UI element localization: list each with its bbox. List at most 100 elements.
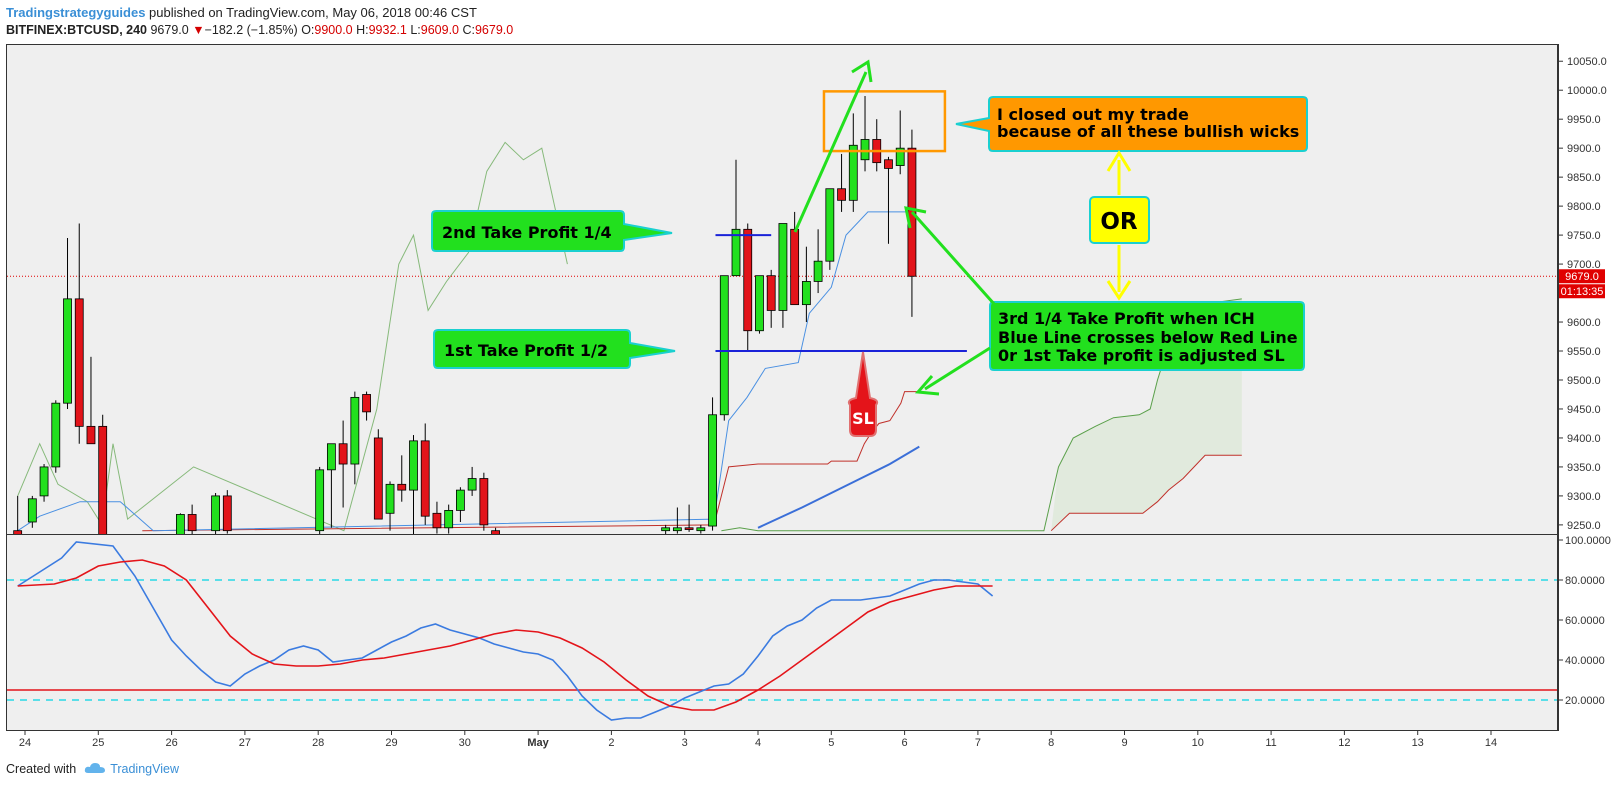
callout-2nd-take-profit[interactable] [431, 210, 673, 252]
bearish-candle[interactable] [491, 530, 500, 537]
bullish-candle[interactable] [211, 495, 220, 532]
header-line-1: Tradingstrategyguides published on Tradi… [6, 4, 477, 22]
bullish-candle[interactable] [385, 483, 395, 514]
bullish-candle[interactable] [444, 509, 454, 529]
stoch-tick-label: 60.0000 [1565, 615, 1605, 627]
bearish-candle[interactable] [13, 530, 23, 537]
kijun-sen-line [142, 391, 920, 532]
bearish-candle[interactable] [766, 275, 776, 311]
callout-1st-take-profit[interactable] [433, 329, 676, 369]
bearish-candle[interactable] [684, 527, 694, 530]
or-box[interactable] [1089, 196, 1150, 244]
bearish-candle[interactable] [397, 483, 407, 491]
tradingview-cloud-icon [84, 762, 106, 777]
bearish-candle[interactable] [743, 228, 753, 332]
bearish-candle[interactable] [74, 298, 84, 427]
bearish-candle[interactable] [187, 514, 197, 532]
time-tick-label: 7 [975, 737, 981, 749]
price-tick-label: 10000.0 [1567, 85, 1607, 97]
bullish-candle[interactable] [778, 223, 788, 311]
time-tick-label: 14 [1485, 737, 1497, 749]
low-label: L: [410, 23, 421, 37]
callout-closed-trade-line-1: I closed out my trade [997, 105, 1189, 124]
time-tick-label: 5 [828, 737, 834, 749]
bullish-candle[interactable] [848, 144, 858, 201]
ich-cross-arrow-head [904, 206, 927, 229]
bullish-candle[interactable] [315, 469, 325, 532]
bearish-candle[interactable] [373, 437, 383, 520]
bullish-candle[interactable] [350, 396, 360, 465]
bullish-candle[interactable] [860, 139, 870, 161]
or-arrow-up-head [1106, 150, 1132, 172]
bullish-candle[interactable] [755, 275, 764, 332]
price-axis[interactable]: 10050.0 10000.0 9950.0 9900.0 9850.0 9800.0 97… [1558, 56, 1611, 707]
price-change: −182.2 (−1.85%) [204, 23, 298, 37]
senkou-span-b-line [1050, 454, 1242, 532]
time-tick-label: 29 [385, 737, 397, 749]
bullish-candle[interactable] [467, 478, 477, 491]
time-tick-label: 28 [312, 737, 324, 749]
bullish-candle[interactable] [326, 443, 336, 471]
price-tick-label: 9800.0 [1567, 201, 1601, 213]
current-price-label: 9679.0 [1565, 271, 1599, 283]
callout-closed-trade[interactable] [955, 96, 1308, 152]
ich-cross-arrow [910, 211, 997, 306]
bearish-candle[interactable] [338, 443, 348, 465]
stoch-k-line [17, 541, 994, 721]
countdown-badge [1559, 284, 1605, 299]
price-tick-label: 9300.0 [1567, 491, 1601, 503]
bullish-candle[interactable] [672, 527, 682, 532]
bullish-candle[interactable] [825, 188, 835, 262]
bullish-candle[interactable] [456, 489, 465, 511]
footer: Created with TradingView [6, 762, 179, 777]
close-label: C: [462, 23, 475, 37]
ema-line [757, 445, 920, 529]
bearish-candle[interactable] [98, 425, 108, 542]
bullish-candle[interactable] [409, 440, 418, 491]
bearish-candle[interactable] [362, 394, 371, 413]
bearish-candle[interactable] [837, 188, 846, 201]
or-text: OR [1100, 209, 1138, 235]
bullish-candle[interactable] [731, 228, 741, 277]
chart-frame [6, 44, 1558, 731]
adjusted-sl-arrow-head [914, 375, 940, 396]
time-tick-label: 2 [608, 737, 614, 749]
bearish-candle[interactable] [222, 495, 232, 532]
bullish-candle[interactable] [696, 527, 706, 532]
bullish-candle[interactable] [175, 514, 185, 536]
chart-background [6, 44, 1558, 731]
tradingview-brand[interactable]: TradingView [110, 762, 179, 776]
symbol-label[interactable]: BITFINEX:BTCUSD, 240 [6, 23, 147, 37]
bullish-candle[interactable] [801, 281, 811, 306]
bearish-candle[interactable] [790, 228, 800, 306]
callout-2nd-take-profit-text: 2nd Take Profit 1/4 [442, 223, 612, 242]
stoch-tick-label: 20.0000 [1565, 695, 1605, 707]
bullish-candle[interactable] [661, 527, 671, 532]
bullish-candle[interactable] [63, 298, 72, 404]
low-value: 9609.0 [420, 23, 459, 37]
bearish-candle[interactable] [86, 425, 96, 445]
callout-stop-loss[interactable] [847, 351, 879, 437]
high-label: H: [356, 23, 369, 37]
bullish-candle[interactable] [895, 147, 905, 166]
bearish-candle[interactable] [432, 512, 442, 529]
bullish-candle[interactable] [719, 275, 729, 416]
price-tick-label: 9600.0 [1567, 317, 1601, 329]
trade-box[interactable] [822, 90, 947, 153]
stoch-d-line [17, 559, 993, 711]
time-axis[interactable]: 24 25 26 27 28 29 30 May 2 3 4 5 6 7 8 9 10 11 12 13 14 [19, 731, 1497, 749]
bearish-candle[interactable] [479, 478, 489, 526]
last-price: 9679.0 [150, 23, 189, 37]
bullish-candle[interactable] [39, 466, 49, 497]
time-tick-label: 11 [1265, 737, 1276, 749]
callout-stop-loss-text: SL [852, 409, 874, 428]
bullish-candle[interactable] [51, 402, 61, 468]
bullish-candle[interactable] [813, 260, 823, 282]
lagging-span-line [17, 141, 568, 532]
bearish-candle[interactable] [420, 440, 430, 517]
bullish-candle[interactable] [27, 498, 37, 523]
author-name[interactable]: Tradingstrategyguides [6, 5, 146, 20]
bearish-candle[interactable] [884, 159, 893, 169]
bullish-candle[interactable] [708, 414, 717, 527]
